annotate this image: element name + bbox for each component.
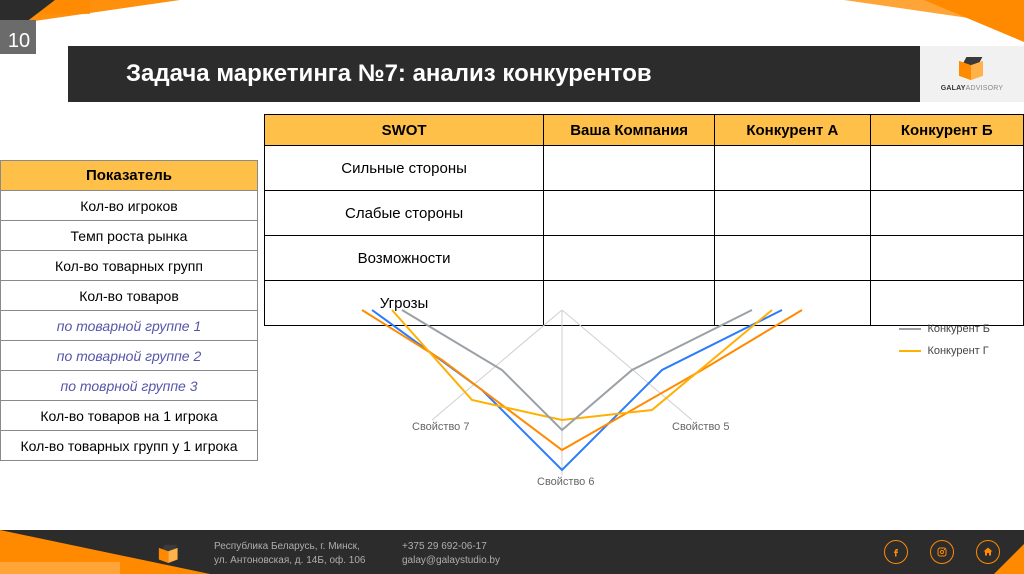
swot-row-label: Возможности xyxy=(265,236,544,281)
indicator-row: Кол-во товаров на 1 игрока xyxy=(1,401,258,431)
swot-cell xyxy=(870,191,1023,236)
indicator-row: Кол-во товарных групп у 1 игрока xyxy=(1,431,258,461)
swot-table: SWOTВаша КомпанияКонкурент АКонкурент Б … xyxy=(264,114,1024,326)
swot-cell xyxy=(544,236,715,281)
swot-col-header: Ваша Компания xyxy=(544,115,715,146)
brand-logo-box: GALAYADVISORY xyxy=(920,46,1024,102)
footer-orange-strip xyxy=(0,562,120,574)
swot-row-label: Слабые стороны xyxy=(265,191,544,236)
facebook-icon[interactable] xyxy=(884,540,908,564)
indicator-table: ПоказательКол-во игроковТемп роста рынка… xyxy=(0,160,258,461)
indicator-row: по товарной группе 1 xyxy=(1,311,258,341)
brand-name: GALAYADVISORY xyxy=(941,85,1004,92)
indicator-row: Темп роста рынка xyxy=(1,221,258,251)
svg-text:Свойство 5: Свойство 5 xyxy=(672,421,729,433)
swot-cell xyxy=(870,236,1023,281)
swot-col-header: Конкурент Б xyxy=(870,115,1023,146)
slide: 10 Задача маркетинга №7: анализ конкурен… xyxy=(0,0,1024,574)
brand-cube-icon xyxy=(959,57,985,83)
svg-text:Свойство 6: Свойство 6 xyxy=(537,476,594,488)
swot-cell xyxy=(870,146,1023,191)
swot-cell xyxy=(715,236,870,281)
swot-row-label: Сильные стороны xyxy=(265,146,544,191)
footer-social-icons xyxy=(884,540,1000,564)
indicator-header: Показатель xyxy=(1,161,258,191)
indicator-row: Кол-во товаров xyxy=(1,281,258,311)
indicator-row: Кол-во товарных групп xyxy=(1,251,258,281)
swot-col-header: SWOT xyxy=(265,115,544,146)
footer-right-orange xyxy=(994,544,1024,574)
radar-chart: Свойство 7 Свойство 6 Свойство 5 xyxy=(302,300,862,500)
slide-title: Задача маркетинга №7: анализ конкурентов xyxy=(126,60,652,88)
footer-logo xyxy=(159,545,179,565)
legend-item: Конкурент Б xyxy=(899,318,990,340)
indicator-row: по товрной группе 3 xyxy=(1,371,258,401)
swot-cell xyxy=(544,191,715,236)
legend-item: Конкурент Г xyxy=(899,340,990,362)
decor-top-right-orange xyxy=(924,0,1024,42)
swot-cell xyxy=(715,146,870,191)
chart-legend: Конкурент БКонкурент Г xyxy=(899,318,990,362)
indicator-row: Кол-во игроков xyxy=(1,191,258,221)
footer-address: Республика Беларусь, г. Минск, ул. Антон… xyxy=(214,540,365,568)
svg-text:Свойство 7: Свойство 7 xyxy=(412,421,469,433)
indicator-row: по товарной группе 2 xyxy=(1,341,258,371)
footer-contact: +375 29 692-06-17 galay@galaystudio.by xyxy=(402,540,500,568)
swot-col-header: Конкурент А xyxy=(715,115,870,146)
swot-cell xyxy=(544,146,715,191)
page-number: 10 xyxy=(4,30,34,53)
instagram-icon[interactable] xyxy=(930,540,954,564)
swot-cell xyxy=(715,191,870,236)
title-bar: Задача маркетинга №7: анализ конкурентов xyxy=(68,46,1024,102)
